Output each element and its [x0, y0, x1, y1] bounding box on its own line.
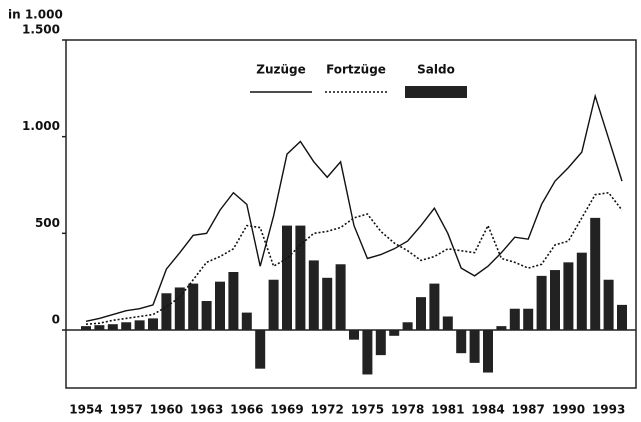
y-tick-label: 1.000	[22, 119, 60, 133]
bar	[282, 225, 292, 330]
plot-frame	[65, 39, 637, 389]
x-tick-label: 1987	[511, 403, 544, 417]
bar	[148, 318, 158, 330]
x-tick-label: 1957	[109, 403, 142, 417]
y-tick-label: 500	[35, 216, 60, 230]
bar	[255, 330, 266, 369]
x-tick-label: 1984	[471, 403, 504, 417]
bar	[402, 322, 413, 330]
bar	[107, 324, 118, 330]
bar	[509, 308, 520, 330]
bar	[335, 264, 346, 330]
legend-label: Zuzüge	[256, 63, 306, 77]
bar	[308, 260, 319, 330]
line	[85, 93, 623, 322]
bar	[228, 272, 239, 330]
bar	[134, 320, 145, 330]
legend-swatch	[405, 86, 467, 98]
x-tick-label: 1972	[310, 403, 343, 417]
x-tick-label: 1966	[230, 403, 263, 417]
bar	[215, 281, 225, 330]
bar	[349, 330, 359, 340]
bar	[442, 316, 453, 330]
bar	[536, 275, 547, 330]
bar	[603, 279, 614, 330]
y-tick-label: 1.500	[22, 23, 60, 37]
bar	[81, 326, 91, 330]
x-tick-label: 1960	[150, 403, 183, 417]
x-tick-label: 1981	[431, 403, 464, 417]
bar	[362, 330, 373, 375]
bar	[94, 325, 105, 330]
bar	[456, 330, 467, 354]
y-unit-label: in 1.000	[8, 8, 63, 22]
bar	[121, 322, 132, 330]
bar	[188, 283, 199, 330]
bar	[201, 301, 212, 330]
x-tick-label: 1969	[270, 403, 303, 417]
bar	[563, 262, 574, 330]
bar	[523, 308, 534, 330]
bar	[590, 217, 601, 330]
bar	[617, 304, 627, 330]
y-tick-label: 0	[52, 313, 60, 327]
bar	[389, 330, 400, 336]
x-tick-label: 1990	[552, 403, 585, 417]
x-tick-label: 1978	[391, 403, 424, 417]
bar	[483, 330, 493, 373]
bar	[241, 312, 252, 330]
legend-label: Fortzüge	[326, 63, 386, 77]
bar	[469, 330, 480, 363]
bar	[496, 326, 507, 330]
bar	[576, 252, 587, 330]
bar	[416, 297, 426, 330]
bar	[295, 225, 306, 330]
x-tick-label: 1963	[190, 403, 223, 417]
bar	[174, 287, 185, 330]
x-tick-label: 1975	[351, 403, 384, 417]
legend-label: Saldo	[417, 63, 455, 77]
bar	[429, 283, 440, 330]
x-tick-label: 1993	[592, 403, 625, 417]
bar	[375, 330, 386, 356]
bar	[550, 270, 560, 330]
bar	[268, 279, 279, 330]
x-tick-label: 1954	[69, 403, 102, 417]
line	[85, 191, 623, 325]
bar	[322, 277, 333, 330]
bar	[161, 293, 172, 330]
